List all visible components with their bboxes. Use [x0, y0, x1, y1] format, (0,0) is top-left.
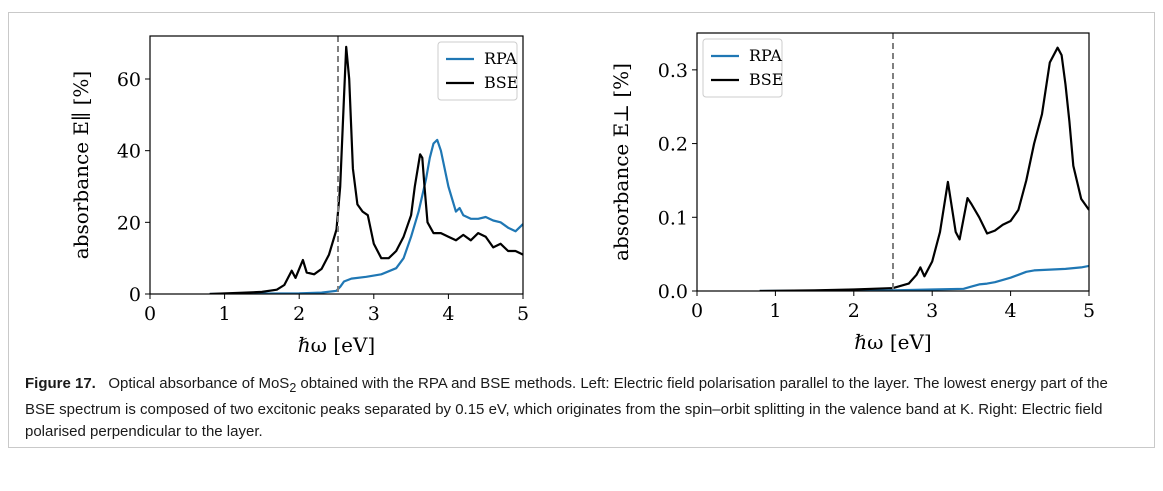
- legend-box: [702, 38, 783, 98]
- y-axis-label: absorbance E∥ [%]: [69, 71, 93, 259]
- legend: RPA BSE: [702, 38, 783, 98]
- y-tick-label: 60: [117, 69, 141, 91]
- legend-label-bse: BSE: [749, 70, 783, 89]
- caption-text-start: Optical absorbance of MoS: [108, 375, 290, 392]
- chart-1: 0 1 2 3 4 5 0 20 40 60 ℏω [eV] absorbance E∥ [%] RPA…: [69, 35, 529, 357]
- caption-subscript: 2: [289, 381, 297, 395]
- series-line-bse: [209, 45, 523, 294]
- legend-label-rpa: RPA: [749, 46, 782, 65]
- x-tick-label: 5: [517, 303, 529, 325]
- legend-label-bse: BSE: [484, 73, 518, 92]
- y-tick-label: 0: [129, 284, 141, 306]
- figure-frame: [8, 12, 1155, 448]
- legend: RPA BSE: [437, 41, 518, 101]
- x-axis-label: ℏω [eV]: [854, 330, 931, 354]
- x-tick-label: 4: [442, 303, 454, 325]
- plot-frame: [696, 32, 1090, 292]
- legend-box: [437, 41, 518, 101]
- y-tick-label: 0.3: [658, 60, 688, 82]
- figure-label: Figure 17.: [25, 375, 96, 392]
- figure-caption: Figure 17. Optical absorbance of MoS2 ob…: [25, 373, 1135, 443]
- x-tick-label: 0: [144, 303, 156, 325]
- x-tick-label: 5: [1083, 300, 1095, 322]
- x-tick-label: 1: [769, 300, 781, 322]
- x-tick-label: 3: [926, 300, 938, 322]
- plot-frame: [149, 35, 524, 295]
- x-tick-label: 1: [219, 303, 231, 325]
- series-line-bse: [759, 46, 1089, 291]
- caption-text-rest: obtained with the RPA and BSE methods. L…: [25, 375, 1108, 440]
- legend-label-rpa: RPA: [484, 49, 517, 68]
- series-line-rpa: [209, 138, 523, 294]
- x-tick-label: 3: [368, 303, 380, 325]
- x-tick-label: 2: [848, 300, 860, 322]
- x-tick-label: 2: [293, 303, 305, 325]
- chart-2: 0 1 2 3 4 5 0.0 0.1 0.2 0.3 ℏω [eV] absorbance E⊥ […: [609, 32, 1095, 354]
- x-axis-label: ℏω [eV]: [298, 333, 375, 357]
- y-tick-label: 40: [117, 141, 141, 163]
- series-line-rpa: [759, 264, 1089, 291]
- x-tick-label: 0: [691, 300, 703, 322]
- y-tick-label: 20: [117, 212, 141, 234]
- y-tick-label: 0.0: [658, 281, 688, 303]
- y-tick-label: 0.2: [658, 134, 688, 156]
- y-tick-label: 0.1: [658, 207, 688, 229]
- x-tick-label: 4: [1005, 300, 1017, 322]
- y-axis-label: absorbance E⊥ [%]: [609, 63, 633, 261]
